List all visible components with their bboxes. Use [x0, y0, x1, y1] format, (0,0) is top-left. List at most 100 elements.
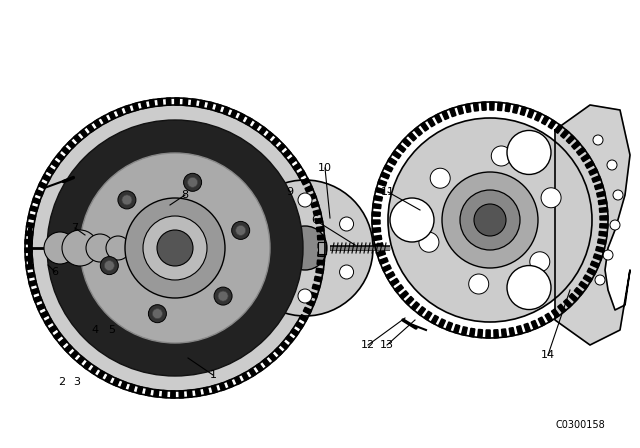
Polygon shape	[132, 103, 139, 111]
Polygon shape	[26, 231, 33, 236]
Polygon shape	[298, 170, 306, 178]
Polygon shape	[27, 272, 35, 278]
Text: 1: 1	[209, 370, 216, 380]
Polygon shape	[54, 332, 62, 340]
Polygon shape	[271, 138, 280, 146]
Polygon shape	[392, 151, 401, 159]
Polygon shape	[587, 268, 596, 276]
Polygon shape	[474, 103, 479, 111]
Circle shape	[100, 257, 118, 275]
Polygon shape	[534, 112, 541, 121]
Polygon shape	[564, 299, 572, 308]
Polygon shape	[262, 358, 270, 367]
Polygon shape	[482, 102, 486, 110]
Polygon shape	[438, 319, 445, 328]
Circle shape	[541, 188, 561, 208]
Polygon shape	[424, 311, 432, 320]
Polygon shape	[417, 307, 426, 315]
Circle shape	[218, 291, 228, 301]
Text: 9: 9	[287, 187, 294, 197]
Polygon shape	[65, 345, 72, 353]
Polygon shape	[538, 317, 545, 326]
Polygon shape	[191, 99, 196, 107]
Polygon shape	[300, 314, 308, 322]
Polygon shape	[574, 288, 583, 296]
Circle shape	[44, 232, 76, 264]
Polygon shape	[49, 325, 57, 333]
Polygon shape	[80, 129, 88, 138]
Polygon shape	[541, 116, 549, 125]
Polygon shape	[32, 198, 40, 204]
Polygon shape	[211, 385, 218, 393]
Circle shape	[474, 204, 506, 236]
Polygon shape	[277, 143, 285, 151]
Polygon shape	[477, 329, 483, 338]
Text: 13: 13	[380, 340, 394, 350]
Polygon shape	[42, 174, 51, 181]
Polygon shape	[428, 118, 435, 127]
Polygon shape	[557, 304, 566, 313]
Circle shape	[122, 195, 132, 205]
Polygon shape	[175, 98, 179, 105]
Polygon shape	[67, 140, 76, 148]
Circle shape	[104, 261, 115, 271]
Polygon shape	[379, 258, 388, 264]
Polygon shape	[315, 218, 323, 224]
Polygon shape	[291, 328, 299, 336]
Polygon shape	[598, 239, 606, 245]
Polygon shape	[120, 381, 127, 389]
Polygon shape	[376, 250, 385, 257]
Polygon shape	[34, 296, 42, 302]
Polygon shape	[285, 335, 294, 343]
Polygon shape	[37, 304, 45, 310]
Polygon shape	[600, 224, 608, 228]
Polygon shape	[569, 293, 578, 302]
Polygon shape	[399, 291, 408, 299]
Text: 6: 6	[51, 267, 58, 277]
Polygon shape	[486, 330, 490, 338]
Polygon shape	[382, 265, 391, 272]
Polygon shape	[435, 114, 442, 123]
Polygon shape	[591, 261, 600, 268]
Polygon shape	[384, 164, 393, 172]
Polygon shape	[215, 104, 221, 112]
Circle shape	[610, 220, 620, 230]
Polygon shape	[26, 264, 33, 270]
Polygon shape	[531, 320, 538, 329]
Polygon shape	[204, 387, 209, 395]
Text: 5: 5	[109, 325, 115, 335]
Polygon shape	[527, 109, 534, 118]
Polygon shape	[308, 194, 316, 200]
Polygon shape	[56, 153, 64, 161]
Polygon shape	[101, 115, 108, 124]
Polygon shape	[555, 105, 630, 345]
Circle shape	[390, 198, 434, 242]
Polygon shape	[458, 106, 463, 114]
Polygon shape	[516, 326, 523, 335]
Polygon shape	[376, 187, 384, 194]
Circle shape	[460, 190, 520, 250]
Polygon shape	[461, 327, 467, 336]
Polygon shape	[30, 206, 38, 212]
Polygon shape	[179, 391, 184, 398]
Polygon shape	[86, 124, 94, 133]
Circle shape	[468, 274, 489, 294]
Polygon shape	[374, 243, 383, 249]
Polygon shape	[252, 122, 260, 130]
Circle shape	[507, 266, 551, 310]
Polygon shape	[545, 313, 553, 322]
Polygon shape	[446, 322, 452, 331]
Polygon shape	[599, 231, 607, 237]
Polygon shape	[28, 214, 36, 220]
Circle shape	[118, 191, 136, 209]
Circle shape	[298, 289, 312, 303]
Text: 8: 8	[181, 190, 189, 200]
Polygon shape	[97, 370, 105, 379]
Polygon shape	[583, 275, 592, 283]
Polygon shape	[442, 111, 449, 120]
Polygon shape	[595, 183, 604, 190]
Polygon shape	[47, 167, 54, 174]
Polygon shape	[420, 122, 429, 131]
Polygon shape	[402, 138, 411, 146]
Polygon shape	[372, 220, 380, 224]
